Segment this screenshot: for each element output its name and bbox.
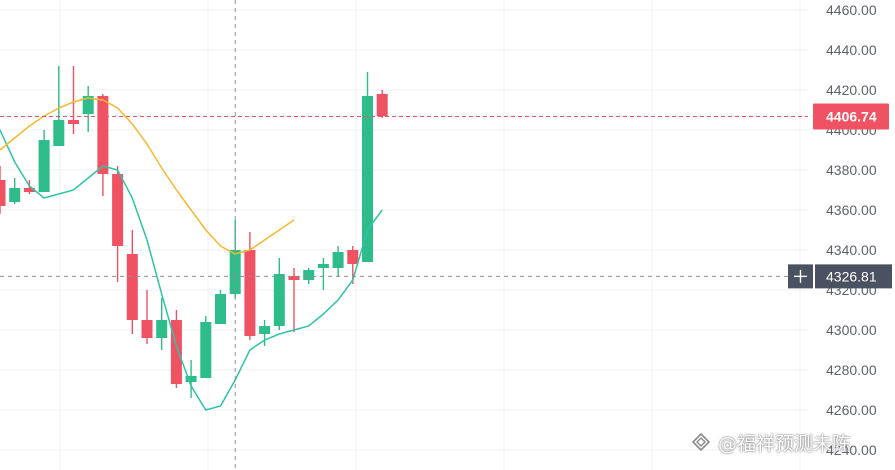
y-tick-label: 4340.00 bbox=[826, 242, 877, 258]
moving-average-lines bbox=[0, 97, 383, 411]
watermark-text: @福祥预测未陈 bbox=[718, 432, 852, 455]
y-tick-label: 4380.00 bbox=[826, 162, 877, 178]
candle-body bbox=[259, 326, 271, 334]
ma-line-long bbox=[0, 97, 295, 255]
candle-body bbox=[0, 180, 6, 206]
y-tick-label: 4260.00 bbox=[826, 402, 877, 418]
grid-lines bbox=[0, 0, 808, 470]
candle-body bbox=[288, 276, 300, 280]
candle-body bbox=[97, 96, 109, 174]
candle-body bbox=[126, 254, 138, 320]
last-price-label: 4406.74 bbox=[826, 109, 877, 125]
candle-body bbox=[215, 294, 226, 324]
candle-body bbox=[156, 320, 168, 338]
y-tick-label: 4360.00 bbox=[826, 202, 877, 218]
candle-body bbox=[185, 376, 197, 382]
watermark: @福祥预测未陈 bbox=[690, 428, 851, 456]
candle-body bbox=[376, 94, 388, 116]
price-tags: 4406.74 4326.81 bbox=[788, 103, 892, 289]
y-tick-label: 4280.00 bbox=[826, 362, 877, 378]
candle-body bbox=[362, 96, 373, 262]
candle-body bbox=[23, 188, 35, 192]
candle-body bbox=[9, 188, 21, 202]
candle-body bbox=[82, 96, 94, 114]
candle-body bbox=[112, 174, 124, 246]
thinking-bubble-icon bbox=[691, 432, 711, 452]
candle-body bbox=[273, 274, 285, 326]
candle-body bbox=[303, 270, 315, 280]
candle-body bbox=[170, 320, 182, 384]
candle-body bbox=[38, 140, 50, 192]
candle-body bbox=[141, 320, 153, 338]
candle-body bbox=[347, 250, 359, 264]
y-tick-label: 4440.00 bbox=[826, 42, 877, 58]
y-tick-label: 4240.00 bbox=[826, 442, 877, 458]
y-tick-label: 4420.00 bbox=[826, 82, 877, 98]
candles bbox=[0, 66, 388, 398]
crosshair-price-label: 4326.81 bbox=[826, 268, 877, 284]
y-tick-label: 4300.00 bbox=[826, 322, 877, 338]
candle-body bbox=[53, 120, 65, 146]
price-axis: 4240.004260.004280.004300.004320.004340.… bbox=[826, 2, 877, 458]
candle-body bbox=[200, 322, 212, 378]
last-price-tag bbox=[813, 103, 889, 130]
candle-body bbox=[332, 252, 344, 268]
crosshair-price-tag bbox=[815, 264, 892, 289]
ma-line-short bbox=[0, 129, 383, 411]
candle-body bbox=[317, 264, 329, 268]
candle-body bbox=[68, 120, 79, 124]
y-tick-label: 4460.00 bbox=[826, 2, 877, 18]
crosshair bbox=[0, 0, 808, 470]
candle-body bbox=[244, 250, 256, 336]
